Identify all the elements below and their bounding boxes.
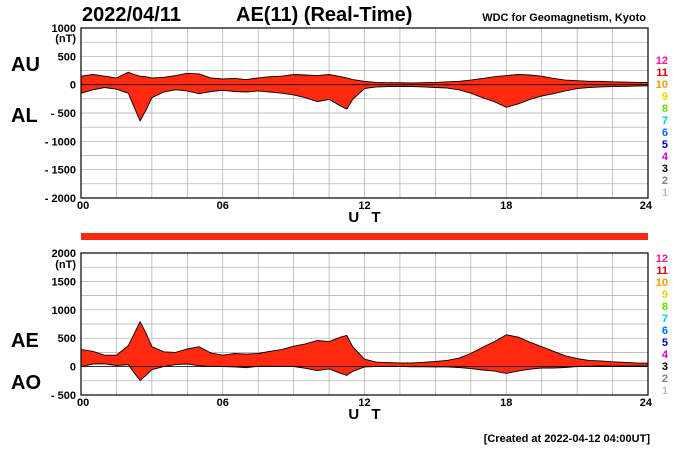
y-tick-label: 2000 xyxy=(52,248,76,260)
x-tick-label: 24 xyxy=(640,200,653,212)
series-line-ao xyxy=(80,363,649,382)
station-count-label: 7 xyxy=(662,313,668,325)
y-tick-label: - 2000 xyxy=(45,193,76,205)
station-count-label: 8 xyxy=(662,301,668,313)
station-count-label: 1 xyxy=(662,187,668,199)
coverage-bar-panel xyxy=(81,233,648,240)
coverage-bar xyxy=(81,233,648,240)
series-line-au xyxy=(80,71,648,84)
y-tick-label: - 1500 xyxy=(45,165,76,177)
plot-frame xyxy=(80,252,649,396)
y-tick-label: - 500 xyxy=(51,390,76,402)
station-count-label: 11 xyxy=(656,67,668,79)
series-side-label: AE xyxy=(11,330,39,352)
x-tick-label: 12 xyxy=(358,397,370,409)
station-count-label: 8 xyxy=(662,103,668,115)
series-line-al xyxy=(80,85,649,122)
y-tick-label: 1000 xyxy=(52,23,76,35)
station-count-label: 9 xyxy=(662,289,668,301)
station-count-label: 4 xyxy=(662,151,669,163)
index-band-fill xyxy=(81,321,648,381)
station-count-label: 10 xyxy=(656,79,668,91)
station-count-label: 11 xyxy=(656,265,668,277)
x-tick-label: 24 xyxy=(640,397,653,409)
station-count-label: 3 xyxy=(662,163,668,175)
station-count-label: 6 xyxy=(662,127,668,139)
station-count-label: 5 xyxy=(662,337,668,349)
y-tick-label: 1000 xyxy=(52,305,76,317)
series-side-label: AO xyxy=(11,372,41,394)
station-count-label: 5 xyxy=(662,139,668,151)
x-axis-label: U T xyxy=(348,209,384,226)
y-tick-label: - 1000 xyxy=(45,136,76,148)
x-tick-label: 18 xyxy=(500,200,512,212)
y-tick-label: 500 xyxy=(58,51,76,63)
chart-title: AE(11) (Real-Time) xyxy=(236,4,412,26)
created-label: [Created at 2022-04-12 04:00UT] xyxy=(484,433,651,445)
y-tick-label: 500 xyxy=(58,333,76,345)
series-side-label: AL xyxy=(11,105,38,127)
x-axis-label: U T xyxy=(348,406,384,423)
station-count-label: 4 xyxy=(662,349,669,361)
unit-label: (nT) xyxy=(55,259,76,271)
station-count-label: 9 xyxy=(662,91,668,103)
station-count-label: 10 xyxy=(656,277,668,289)
station-count-label: 2 xyxy=(662,175,668,187)
station-count-label: 12 xyxy=(656,55,668,67)
x-tick-label: 06 xyxy=(217,397,229,409)
x-tick-label: 06 xyxy=(217,200,229,212)
x-tick-label: 00 xyxy=(77,397,89,409)
x-tick-label: 18 xyxy=(500,397,512,409)
y-tick-label: 0 xyxy=(70,80,76,92)
station-count-label: 2 xyxy=(662,373,668,385)
y-tick-label: 0 xyxy=(70,362,76,374)
date-label: 2022/04/11 xyxy=(82,4,181,26)
series-side-label: AU xyxy=(11,54,40,76)
station-count-label: 12 xyxy=(656,253,668,265)
station-count-label: 6 xyxy=(662,325,668,337)
station-count-label: 3 xyxy=(662,361,668,373)
y-tick-label: - 500 xyxy=(51,108,76,120)
x-tick-label: 12 xyxy=(358,200,370,212)
y-tick-label: 1500 xyxy=(52,276,76,288)
unit-label: (nT) xyxy=(55,33,76,45)
x-tick-label: 00 xyxy=(77,200,89,212)
plot-frame xyxy=(80,27,649,199)
station-count-label: 1 xyxy=(662,385,668,397)
source-label: WDC for Geomagnetism, Kyoto xyxy=(482,12,646,24)
station-count-label: 7 xyxy=(662,115,668,127)
series-line-ae xyxy=(80,320,649,364)
